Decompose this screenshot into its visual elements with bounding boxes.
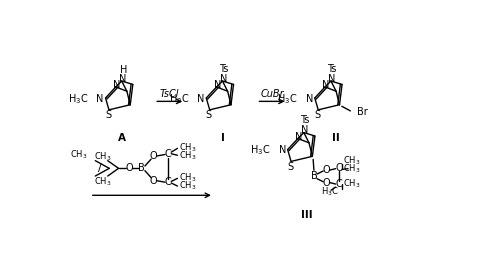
Text: CH$_3$: CH$_3$ bbox=[342, 162, 359, 175]
Text: S: S bbox=[205, 110, 211, 120]
Text: Br: Br bbox=[356, 108, 367, 117]
Text: N: N bbox=[219, 74, 226, 84]
Text: Ts: Ts bbox=[299, 115, 309, 125]
Text: S: S bbox=[314, 110, 320, 120]
Text: H: H bbox=[119, 65, 127, 75]
Text: H$_3$C: H$_3$C bbox=[168, 92, 189, 106]
Text: CH$_3$: CH$_3$ bbox=[94, 151, 112, 163]
Text: O: O bbox=[149, 176, 157, 186]
Text: N: N bbox=[322, 80, 329, 90]
Text: N: N bbox=[119, 74, 126, 84]
Text: N: N bbox=[295, 132, 302, 142]
Text: N: N bbox=[305, 94, 313, 104]
Text: N: N bbox=[213, 80, 220, 90]
Text: C: C bbox=[335, 179, 341, 189]
Text: /: / bbox=[98, 163, 102, 173]
Text: A: A bbox=[118, 133, 126, 143]
Text: C: C bbox=[335, 163, 341, 173]
Text: N: N bbox=[300, 125, 308, 135]
Text: B: B bbox=[138, 163, 145, 173]
Text: H$_3$C: H$_3$C bbox=[320, 186, 338, 198]
Text: CuBr: CuBr bbox=[260, 89, 283, 99]
Text: CH$_3$: CH$_3$ bbox=[94, 175, 112, 188]
Text: N: N bbox=[197, 94, 204, 104]
Text: N: N bbox=[278, 145, 286, 155]
Text: O: O bbox=[322, 165, 330, 175]
Text: S: S bbox=[287, 162, 293, 172]
Text: N: N bbox=[328, 74, 335, 84]
Text: C: C bbox=[164, 177, 171, 187]
Text: Ts: Ts bbox=[327, 64, 336, 74]
Text: O: O bbox=[149, 151, 157, 161]
Text: S: S bbox=[105, 110, 111, 120]
Text: CH$_3$: CH$_3$ bbox=[179, 180, 196, 192]
Text: O: O bbox=[322, 178, 330, 188]
Text: N: N bbox=[96, 94, 104, 104]
Text: C: C bbox=[164, 150, 171, 160]
Text: H$_3$C: H$_3$C bbox=[277, 92, 297, 106]
Text: Ts: Ts bbox=[218, 64, 227, 74]
Text: N: N bbox=[113, 80, 120, 90]
Text: I: I bbox=[221, 133, 224, 143]
Text: H$_3$C: H$_3$C bbox=[250, 143, 270, 157]
Text: CH$_3$: CH$_3$ bbox=[179, 171, 196, 184]
Text: CH$_3$: CH$_3$ bbox=[70, 148, 87, 161]
Text: H$_3$C: H$_3$C bbox=[68, 92, 88, 106]
Text: CH$_3$: CH$_3$ bbox=[342, 155, 359, 167]
Text: III: III bbox=[301, 209, 312, 220]
Text: CH$_3$: CH$_3$ bbox=[342, 178, 359, 190]
Text: CH$_3$: CH$_3$ bbox=[179, 141, 196, 154]
Text: B: B bbox=[311, 171, 318, 181]
Text: II: II bbox=[332, 133, 340, 143]
Text: TsCl: TsCl bbox=[160, 89, 179, 99]
Text: O: O bbox=[125, 163, 133, 173]
Text: CH$_3$: CH$_3$ bbox=[179, 149, 196, 162]
